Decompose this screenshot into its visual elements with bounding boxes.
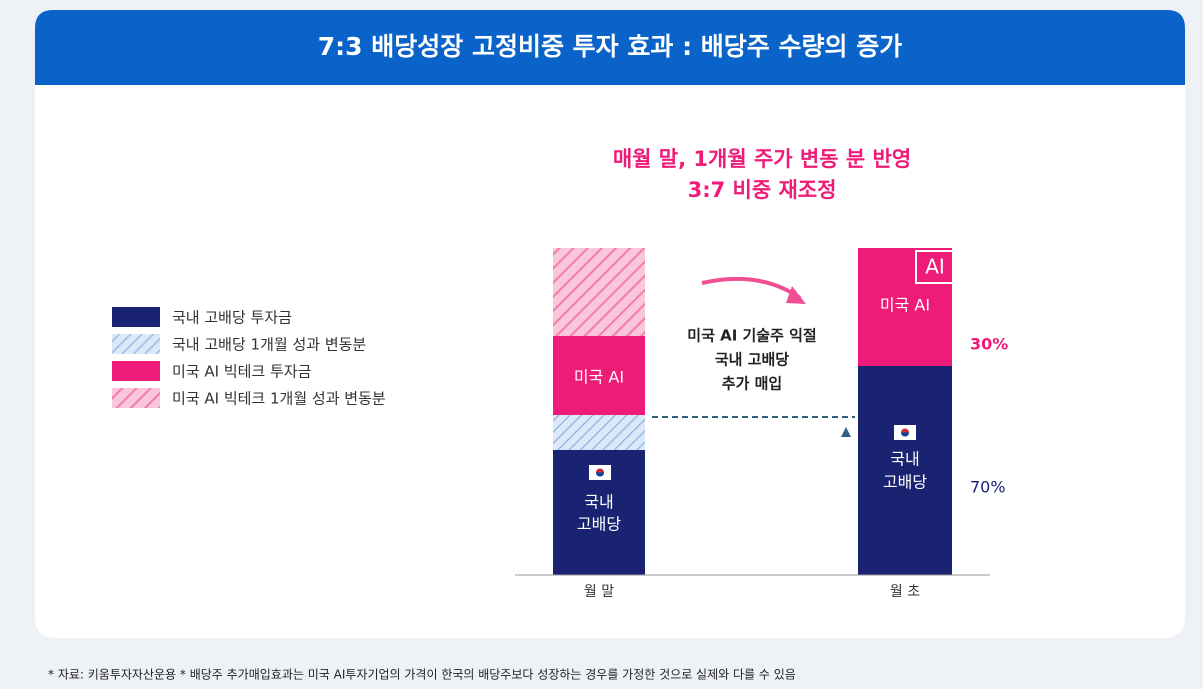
arrow-head (786, 286, 806, 304)
legend-swatch (112, 388, 160, 408)
segment-us (553, 336, 645, 415)
flag (894, 425, 916, 440)
segment-label: 국내 (584, 493, 613, 512)
segment-label: 국내 (890, 450, 919, 469)
note: 미국 AI 기술주 익절 (687, 327, 816, 345)
note: 추가 매입 (722, 375, 782, 393)
segment-label: 고배당 (577, 515, 621, 534)
annotation: 3:7 비중 재조정 (688, 178, 837, 202)
segment-label: 미국 AI (880, 296, 930, 315)
bar-label: 월 말 (584, 584, 614, 600)
badge-box (915, 250, 955, 284)
segment-kr-change (553, 415, 645, 450)
flag (589, 465, 611, 480)
segment-us (858, 248, 952, 366)
badge: AI (925, 255, 945, 279)
triangle (841, 427, 851, 437)
segment-us-change (553, 248, 645, 336)
legend-label: 미국 AI 빅테크 1개월 성과 변동분 (172, 390, 386, 408)
title: 7:3 배당성장 고정비중 투자 효과 : 배당주 수량의 증가 (318, 32, 902, 61)
segment-label: 고배당 (883, 473, 927, 492)
share-label: 30% (970, 335, 1008, 354)
legend: 국내 고배당 투자금 국내 고배당 1개월 성과 변동분 미국 AI 빅테크 투… (112, 307, 386, 408)
legend-label: 미국 AI 빅테크 투자금 (172, 363, 312, 381)
note: 국내 고배당 (715, 351, 789, 369)
segment-label: 미국 AI (574, 368, 624, 387)
legend-swatch (112, 307, 160, 327)
legend-label: 국내 고배당 1개월 성과 변동분 (172, 336, 366, 354)
bar-label: 월 초 (890, 584, 920, 600)
footnote: * 자료: 키움투자자산운용 * 배당주 추가매입효과는 미국 AI투자기업의 … (48, 668, 796, 682)
header-band (35, 10, 1185, 85)
legend-swatch (112, 361, 160, 381)
legend-label: 국내 고배당 투자금 (172, 309, 292, 327)
share-label: 70% (970, 478, 1006, 497)
annotation: 매월 말, 1개월 주가 변동 분 반영 (613, 147, 911, 171)
segment-kr (858, 366, 952, 575)
legend-swatch (112, 334, 160, 354)
